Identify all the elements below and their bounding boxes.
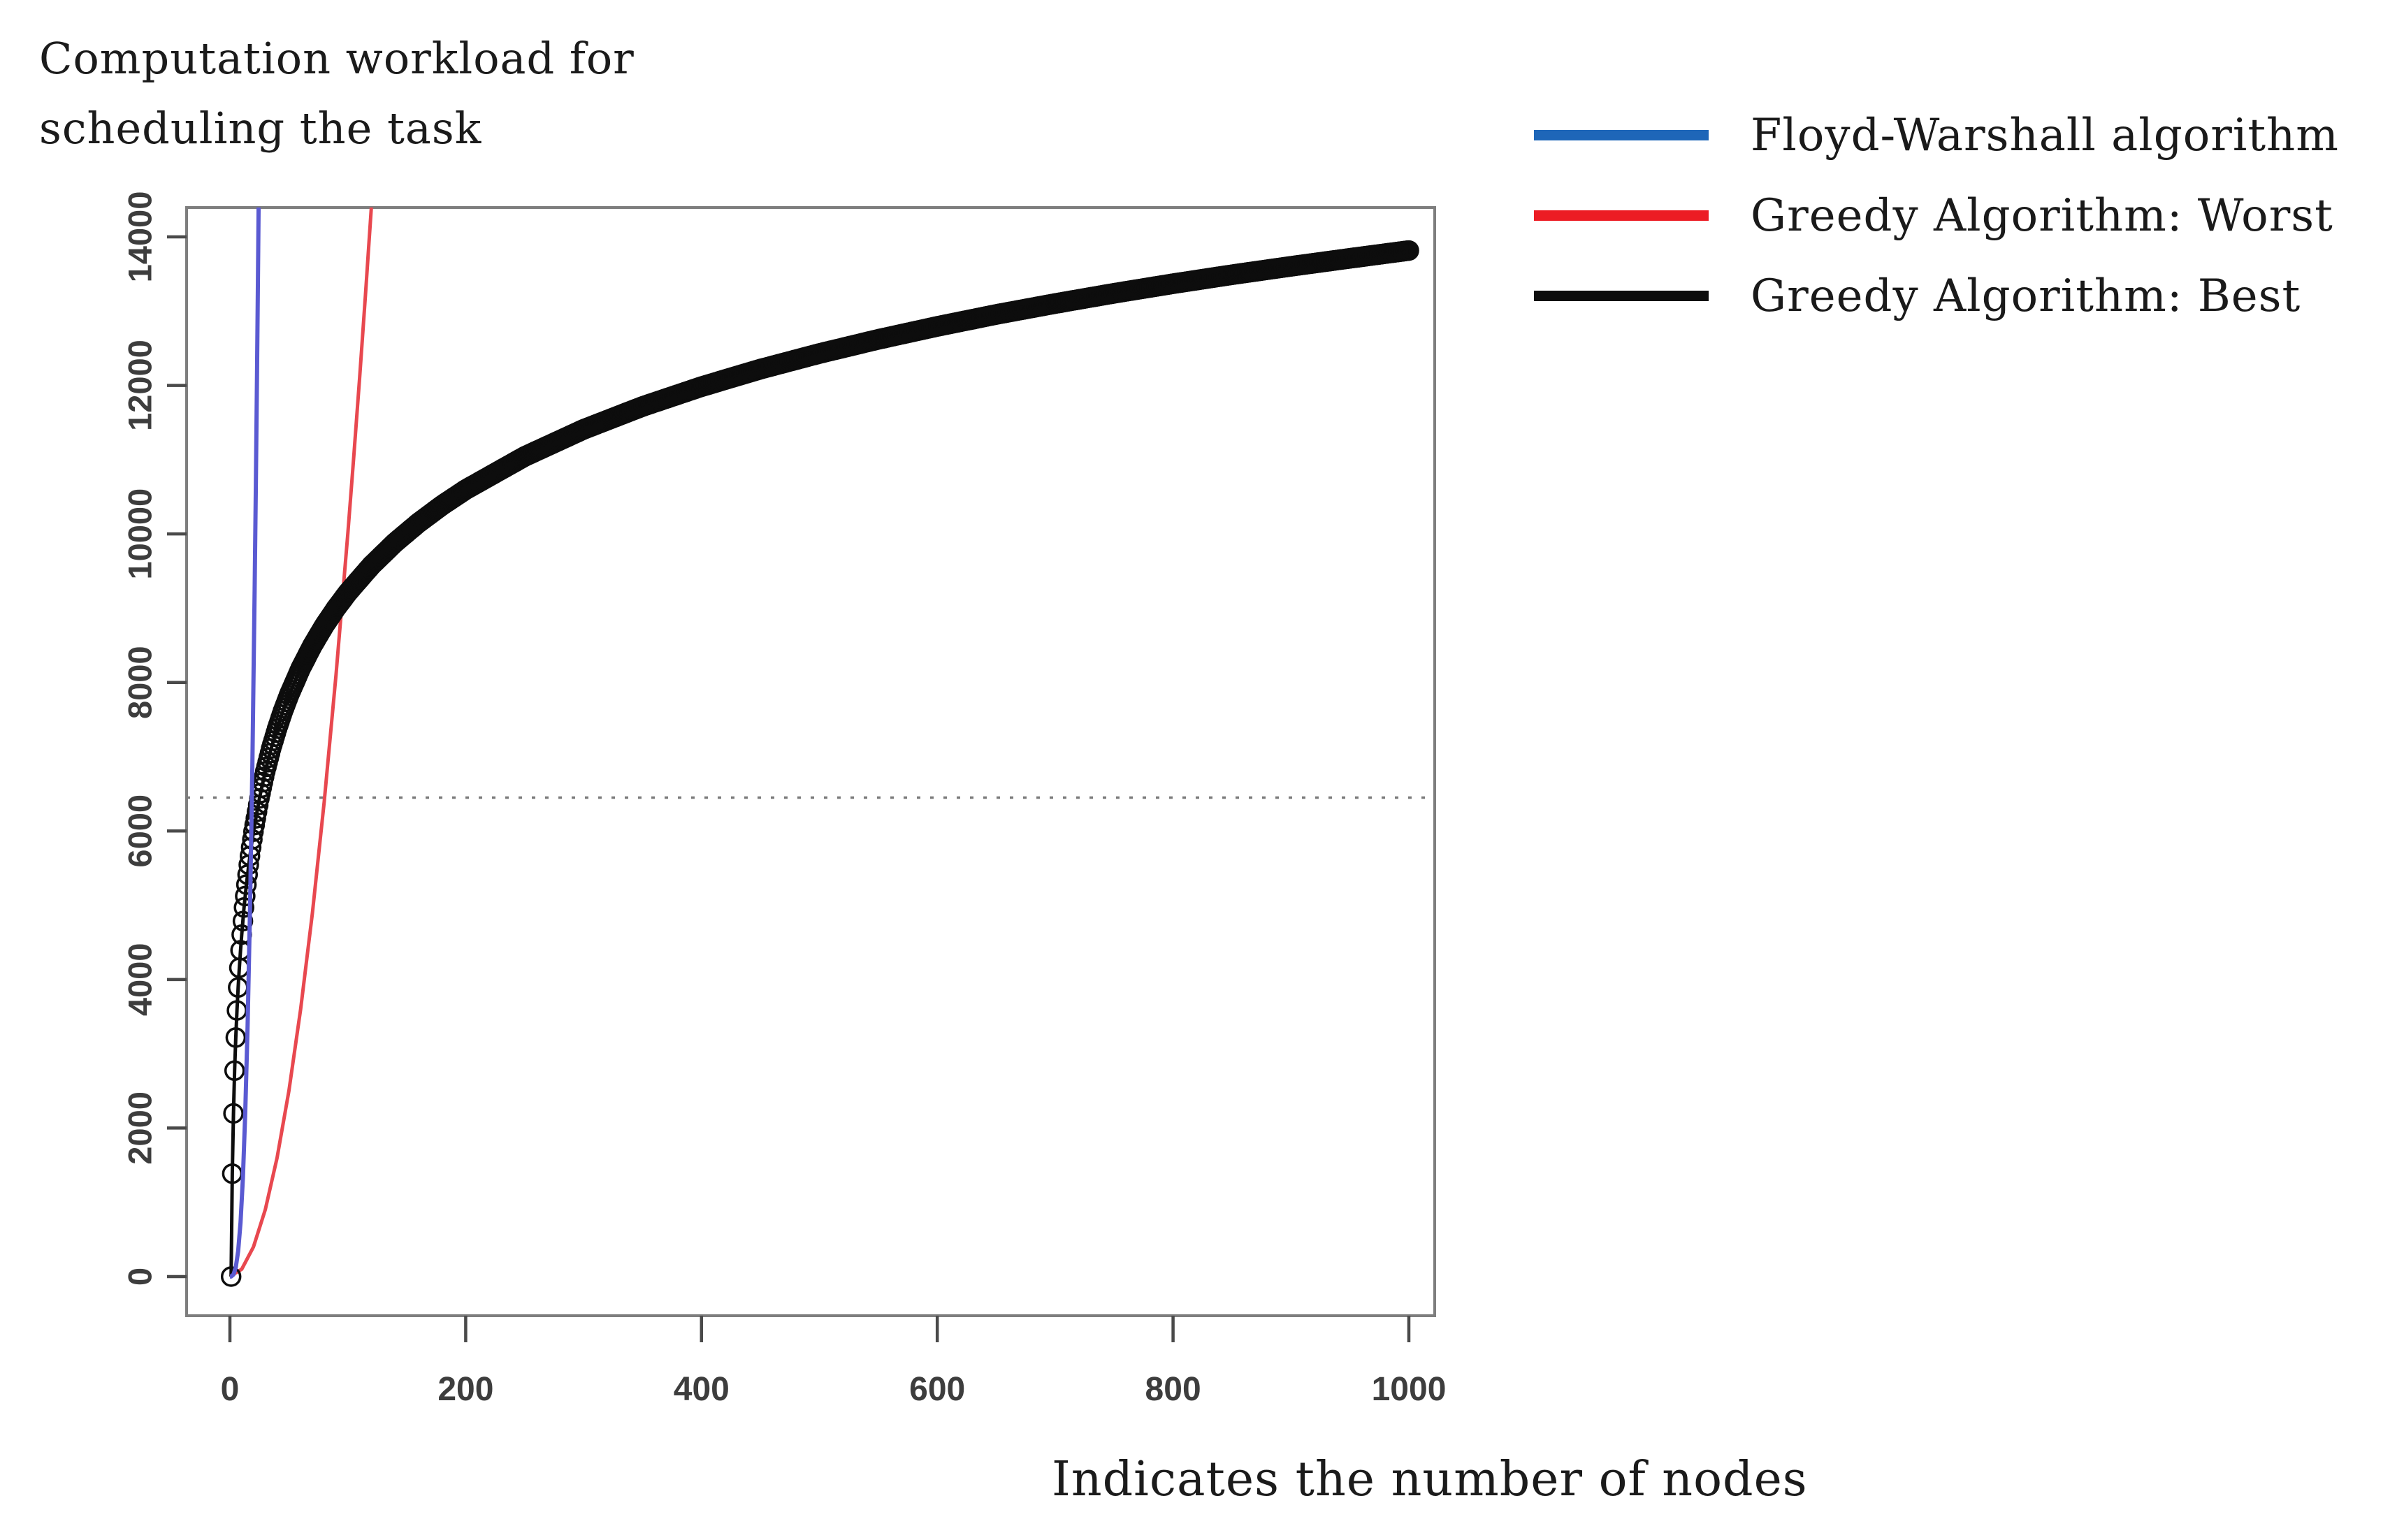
x-tick-label: 200 — [437, 1371, 493, 1408]
x-tick-label: 800 — [1145, 1371, 1201, 1408]
legend-item-floyd-warshall: Floyd-Warshall algorithm — [1534, 95, 2339, 175]
x-axis-caption: Indicates the number of nodes — [1052, 1452, 1808, 1507]
legend-line-swatch-greedy-worst — [1534, 210, 1709, 221]
x-tick-label: 0 — [221, 1371, 240, 1408]
y-tick-label: 12000 — [121, 340, 158, 431]
y-tick-label: 4000 — [121, 943, 158, 1017]
legend-line-swatch-floyd-warshall — [1534, 130, 1709, 140]
series-line-greedy-algorithm-worst — [229, 208, 373, 1279]
y-tick-label: 2000 — [121, 1091, 158, 1165]
y-tick-label: 14000 — [121, 191, 158, 283]
series-layer — [220, 208, 1419, 1287]
plot-border — [185, 206, 1436, 1317]
legend-item-greedy-worst: Greedy Algorithm: Worst — [1534, 175, 2339, 256]
x-tick-label: 400 — [674, 1371, 730, 1408]
x-tick-label: 600 — [909, 1371, 965, 1408]
legend-label: Greedy Algorithm: Best — [1751, 270, 2301, 322]
legend-item-greedy-best: Greedy Algorithm: Best — [1534, 256, 2339, 336]
series-line-greedy-algorithm-best — [229, 249, 1410, 1277]
y-tick-label: 8000 — [121, 646, 158, 719]
series-markers-greedy-algorithm-best — [220, 240, 1419, 1287]
legend-line-swatch-greedy-best — [1534, 291, 1709, 301]
x-tick-label: 1000 — [1372, 1371, 1447, 1408]
series-line-floyd-warshall-algorithm — [229, 208, 261, 1279]
y-tick-label: 0 — [121, 1267, 158, 1286]
chart-title-line2: scheduling the task — [39, 103, 482, 154]
legend-label: Greedy Algorithm: Worst — [1751, 189, 2333, 242]
legend: Floyd-Warshall algorithm Greedy Algorith… — [1534, 95, 2339, 336]
chart-title: Computation workload for scheduling the … — [39, 24, 635, 164]
y-tick-label: 10000 — [121, 488, 158, 580]
chart-title-line1: Computation workload for — [39, 33, 635, 84]
legend-label: Floyd-Warshall algorithm — [1751, 109, 2339, 161]
y-tick-label: 6000 — [121, 794, 158, 868]
